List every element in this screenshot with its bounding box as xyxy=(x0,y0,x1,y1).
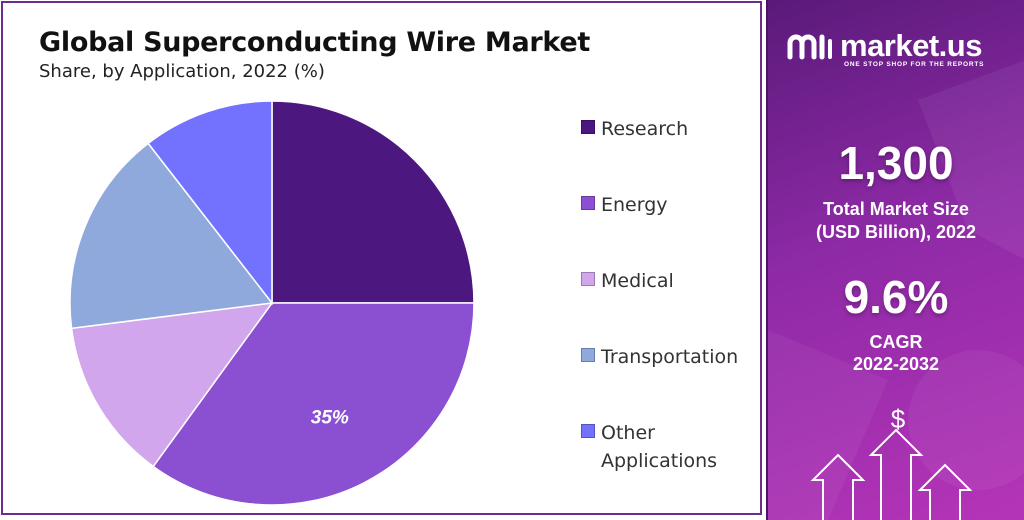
market-size-value: 1,300 xyxy=(838,137,954,189)
legend-label: Medical xyxy=(601,270,674,292)
growth-arrows-icon: $ xyxy=(810,404,973,520)
data-label-energy: 35% xyxy=(311,407,349,428)
chart-panel: Global Superconducting Wire Market Share… xyxy=(1,1,762,515)
pie-slice-transportation xyxy=(69,142,274,330)
cagr-label: CAGR xyxy=(869,332,923,352)
legend-swatch xyxy=(581,120,595,134)
brand-logo: market.us xyxy=(786,28,982,64)
legend-item-energy: Energy xyxy=(581,191,751,219)
legend-swatch xyxy=(581,348,595,362)
market-size-label-line2: (USD Billion), 2022 xyxy=(815,222,977,242)
side-panel: market.us ONE STOP SHOP FOR THE REPORTS … xyxy=(766,0,1024,520)
pie-slice-other-applications xyxy=(147,100,273,306)
pie-slice-research xyxy=(271,100,475,304)
legend-item-transportation: Transportation xyxy=(581,343,751,371)
brand-tagline: ONE STOP SHOP FOR THE REPORTS xyxy=(844,61,985,68)
market-size-label-line1: Total Market Size xyxy=(823,199,969,219)
legend-item-medical: Medical xyxy=(581,267,751,295)
dollar-sign-icon: $ xyxy=(891,404,906,434)
background-decoration xyxy=(768,60,1024,520)
legend-swatch xyxy=(581,424,595,438)
legend-label: Research xyxy=(601,118,689,140)
pie-chart: 35% xyxy=(69,100,475,506)
chart-subtitle: Share, by Application, 2022 (%) xyxy=(39,61,325,82)
legend-item-research: Research xyxy=(581,115,751,143)
legend-label: Energy xyxy=(601,194,668,216)
pie-slice-energy xyxy=(152,302,475,506)
cagr-period: 2022-2032 xyxy=(852,354,940,374)
legend-label: Other Applications xyxy=(601,422,718,472)
pie-slice-medical xyxy=(70,302,274,468)
cagr-value: 9.6% xyxy=(843,271,949,323)
legend-swatch xyxy=(581,196,595,210)
legend-label: Transportation xyxy=(601,346,739,368)
chart-title: Global Superconducting Wire Market xyxy=(39,27,590,58)
legend-item-other-applications: Other Applications xyxy=(581,419,751,475)
brand-name: market.us xyxy=(840,28,982,63)
market-us-logo-icon xyxy=(787,34,832,60)
legend-swatch xyxy=(581,272,595,286)
